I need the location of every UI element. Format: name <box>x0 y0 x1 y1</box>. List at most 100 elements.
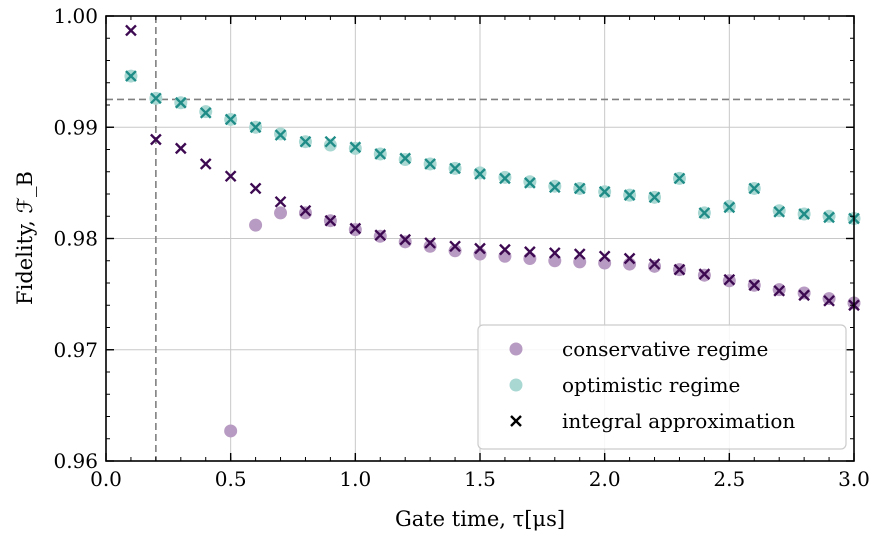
legend: conservative regime optimistic regime in… <box>477 324 847 450</box>
integral-point-optimistic <box>125 70 137 82</box>
integral-point-conservative <box>673 263 686 276</box>
integral-point-optimistic <box>773 205 786 218</box>
axis-ticks <box>105 15 855 462</box>
conservative-point <box>224 424 238 438</box>
integral-point-conservative <box>274 195 287 208</box>
integral-point-optimistic <box>474 168 486 180</box>
integral-point-conservative <box>125 24 137 37</box>
integral-point-optimistic <box>499 172 511 185</box>
integral-point-conservative <box>474 242 486 255</box>
integral-point-optimistic <box>598 185 611 198</box>
integral-point-conservative <box>199 158 212 170</box>
y-tick-label: 0.97 <box>53 338 98 362</box>
conservative-point <box>498 249 512 263</box>
integral-point-conservative <box>524 246 536 258</box>
legend-marker-integral <box>510 415 522 427</box>
y-tick-label: 1.00 <box>53 4 98 28</box>
conservative-point <box>298 206 312 220</box>
optimistic-point <box>323 138 337 152</box>
integral-point-optimistic <box>573 182 586 195</box>
integral-point-optimistic <box>673 172 686 185</box>
integral-point-optimistic <box>324 135 337 148</box>
x-tick-label: 0.0 <box>90 467 122 491</box>
integral-point-conservative <box>324 214 337 227</box>
integral-point-conservative <box>623 252 636 265</box>
integral-point-conservative <box>374 229 387 242</box>
integral-point-conservative <box>748 279 761 292</box>
conservative-point <box>797 286 811 300</box>
integral-point-conservative <box>424 237 436 249</box>
data-points <box>124 24 861 438</box>
x-tick-label: 2.0 <box>589 467 621 491</box>
integral-point-conservative <box>499 243 511 256</box>
legend-label-conservative: conservative regime <box>562 337 768 361</box>
integral-point-conservative <box>698 268 711 280</box>
legend-label-optimistic: optimistic regime <box>562 373 740 397</box>
x-axis-label: Gate time, τ[μs] <box>395 507 565 531</box>
integral-point-optimistic <box>623 189 636 201</box>
integral-point-optimistic <box>374 148 387 160</box>
conservative-point <box>523 252 537 266</box>
integral-point-optimistic <box>723 201 736 214</box>
integral-point-conservative <box>174 142 187 155</box>
legend-x-glyph <box>510 415 522 427</box>
legend-marker-optimistic <box>509 378 523 392</box>
integral-point-conservative <box>548 247 561 259</box>
integral-point-optimistic <box>249 121 262 134</box>
integral-point-optimistic <box>274 129 287 141</box>
integral-point-conservative <box>798 289 810 302</box>
tick-labels: 0.0 0.5 1.0 1.5 2.0 2.5 3.0 0.96 0.97 0.98 0.99 1.0… <box>53 4 869 491</box>
integral-point-conservative <box>823 294 835 307</box>
reference-lines <box>106 16 854 461</box>
integral-point-conservative <box>773 284 786 297</box>
integral-point-optimistic <box>150 92 162 105</box>
legend-label-integral: integral approximation <box>562 409 795 433</box>
y-axis-label: Fidelity, ℱ_B <box>13 171 37 305</box>
integral-point-optimistic <box>748 182 761 195</box>
y-tick-label: 0.96 <box>53 449 98 473</box>
integral-point-conservative <box>249 182 262 195</box>
integral-point-conservative <box>349 222 362 235</box>
conservative-point <box>398 235 412 249</box>
integral-point-optimistic <box>698 207 711 219</box>
integral-point-conservative <box>299 204 312 217</box>
integral-point-conservative <box>399 233 412 246</box>
integral-point-conservative <box>224 170 237 183</box>
x-tick-label: 3.0 <box>838 467 870 491</box>
integral-point-conservative <box>648 258 661 270</box>
integral-point-conservative <box>150 133 162 146</box>
integral-point-optimistic <box>424 158 436 170</box>
integral-point-optimistic <box>449 162 461 175</box>
conservative-point <box>274 206 288 220</box>
integral-point-conservative <box>573 248 586 260</box>
integral-point-optimistic <box>174 96 187 109</box>
integral-point-optimistic <box>548 181 561 194</box>
integral-point-optimistic <box>823 211 835 224</box>
integral-point-conservative <box>723 273 736 286</box>
integral-point-optimistic <box>199 106 212 119</box>
legend-box <box>477 324 847 450</box>
x-tick-label: 1.0 <box>339 467 371 491</box>
conservative-point <box>648 259 662 273</box>
integral-point-optimistic <box>399 152 412 165</box>
conservative-point <box>423 239 437 253</box>
integral-point-optimistic <box>524 177 536 189</box>
integral-point-optimistic <box>648 191 661 204</box>
integral-point-optimistic <box>299 135 312 148</box>
integral-point-conservative <box>449 240 461 253</box>
integral-point-optimistic <box>349 141 362 154</box>
integral-point-conservative <box>598 250 611 263</box>
conservative-point <box>822 292 836 306</box>
conservative-point <box>448 244 462 258</box>
y-tick-label: 0.98 <box>53 227 98 251</box>
integral-point-optimistic <box>224 113 237 126</box>
x-tick-label: 2.5 <box>713 467 745 491</box>
x-tick-label: 0.5 <box>215 467 247 491</box>
x-tick-label: 1.5 <box>464 467 496 491</box>
conservative-point <box>249 218 263 232</box>
legend-marker-conservative <box>509 342 523 356</box>
conservative-point <box>598 256 612 270</box>
y-tick-label: 0.99 <box>53 115 98 139</box>
integral-point-optimistic <box>798 208 810 220</box>
